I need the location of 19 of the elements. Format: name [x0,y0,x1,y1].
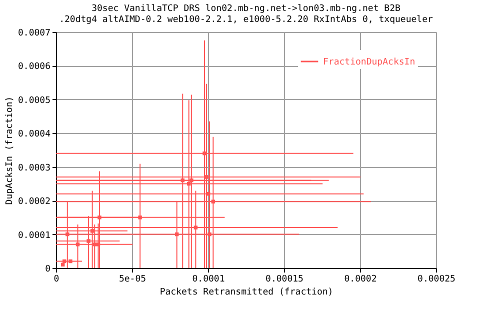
x-tick-label: 0 [54,274,60,284]
y-tick-label: 0 [45,264,50,274]
x-tick-label: 0.00025 [418,274,456,284]
y-tick-label: 0.0005 [18,96,50,106]
x-tick-label: 0.0002 [344,274,377,284]
y-tick-label: 0.0003 [18,163,50,174]
y-tick-label: 0.0007 [18,28,50,38]
x-tick-label: 0.0001 [192,274,225,284]
x-axis-title: Packets Retransmitted (fraction) [160,288,334,298]
y-tick-label: 0.0001 [18,230,50,241]
y-axis-title: DupAcksIn (fraction) [4,96,15,205]
x-tick-label: 0.00015 [266,274,304,284]
text: .20dtg4 altAIMD-0.2 web100-2.2.1, e1000-5.2.20 RxIntAbs 0, txqueueler [59,15,433,25]
y-tick-label: 0.0006 [18,62,50,72]
legend-label: FractionDupAcksIn [323,58,416,68]
x-tick-label: 5e-05 [118,274,146,284]
y-tick-label: 0.0004 [18,130,50,140]
y-tick-label: 0.0002 [18,197,50,208]
text: 30sec VanillaTCP DRS lon02.mb-ng.net->lon03.mb-ng.net B2B [92,4,400,14]
